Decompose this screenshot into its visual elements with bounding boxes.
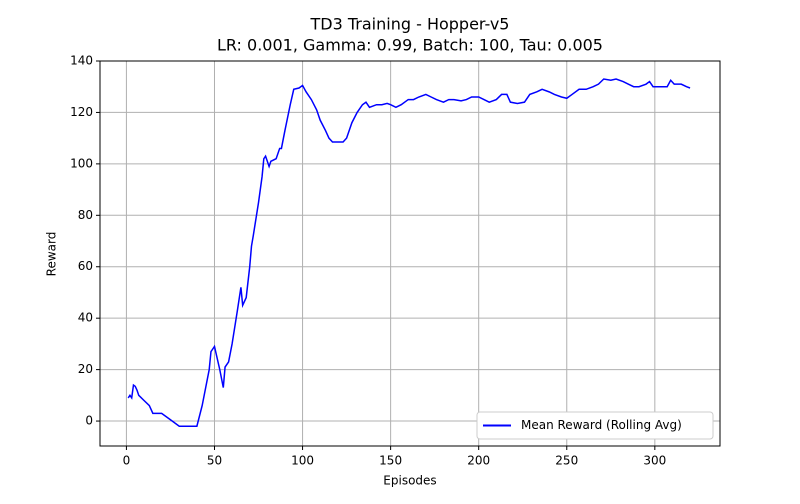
y-tick-label: 120 <box>70 105 93 119</box>
x-tick-label: 250 <box>555 454 578 468</box>
y-tick-label: 100 <box>70 156 93 170</box>
legend-label: Mean Reward (Rolling Avg) <box>521 418 682 432</box>
y-tick-label: 20 <box>78 362 93 376</box>
x-tick-label: 150 <box>379 454 402 468</box>
chart-subtitle: LR: 0.001, Gamma: 0.99, Batch: 100, Tau:… <box>217 36 603 55</box>
y-axis-label: Reward <box>45 232 59 277</box>
y-tick-label: 40 <box>78 311 93 325</box>
data-line <box>127 78 691 427</box>
x-tick-label: 200 <box>467 454 490 468</box>
x-tick-label: 300 <box>643 454 666 468</box>
x-tick-label: 50 <box>207 454 222 468</box>
legend-box <box>476 411 714 440</box>
x-tick-label: 100 <box>291 454 314 468</box>
x-axis-label: Episodes <box>383 474 436 488</box>
chart-title: TD3 Training - Hopper-v5 <box>310 15 510 34</box>
x-tick-label: 0 <box>123 454 131 468</box>
y-tick-label: 60 <box>78 259 93 273</box>
legend: Mean Reward (Rolling Avg) <box>476 411 714 440</box>
y-tick-label: 0 <box>85 414 93 428</box>
y-tick-label: 140 <box>70 54 93 68</box>
plot-frame <box>99 60 721 447</box>
y-tick-label: 80 <box>78 208 93 222</box>
